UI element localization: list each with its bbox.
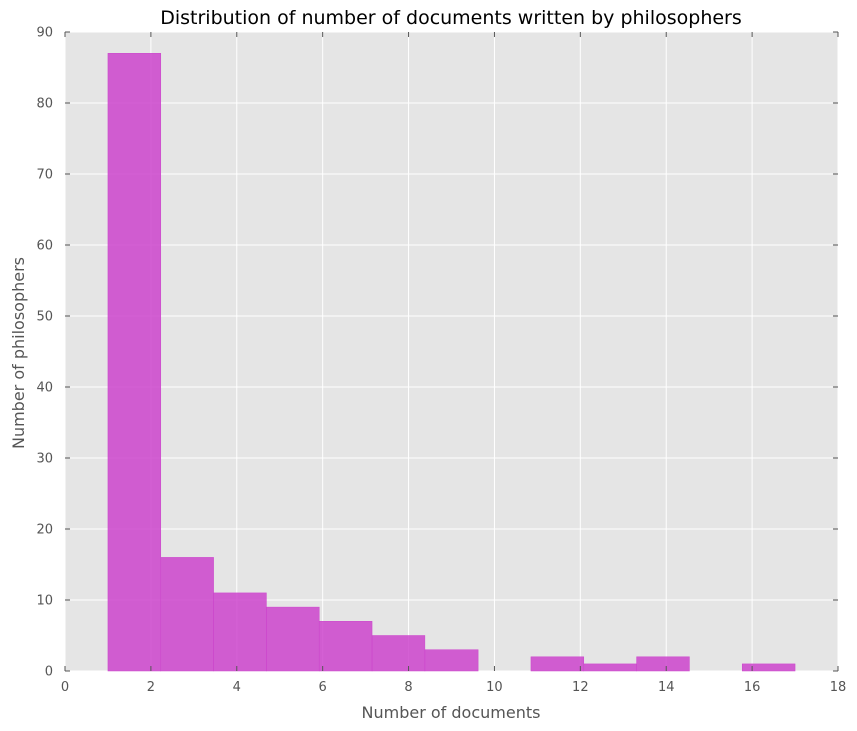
- axis-ticks: 0 2 4 6 8 10 12 14 16 18 0 10 20 30 40 50 60 70 80 90: [36, 26, 846, 696]
- histogram-bar: [213, 592, 267, 672]
- histogram-bar: [636, 656, 690, 672]
- y-tick-label: 50: [36, 310, 53, 325]
- x-tick-label: 2: [147, 680, 155, 695]
- x-tick-label: 10: [486, 680, 503, 695]
- y-tick-label: 90: [36, 26, 53, 41]
- y-tick-label: 70: [36, 168, 53, 183]
- histogram-bar: [583, 663, 637, 672]
- y-axis-label: Number of philosophers: [9, 257, 28, 449]
- x-tick-label: 0: [61, 680, 69, 695]
- histogram-bar: [107, 53, 162, 672]
- y-tick-label: 0: [45, 665, 53, 680]
- x-tick-label: 4: [233, 680, 241, 695]
- histogram-bar: [266, 606, 320, 672]
- y-tick-label: 10: [36, 594, 53, 609]
- x-axis-label: Number of documents: [362, 703, 541, 722]
- x-tick-label: 6: [319, 680, 327, 695]
- x-tick-label: 16: [744, 680, 761, 695]
- y-tick-label: 40: [36, 381, 53, 396]
- histogram-bar: [318, 621, 373, 672]
- histogram-bar: [741, 663, 796, 672]
- y-tick-label: 30: [36, 452, 53, 467]
- histogram-bar: [371, 635, 426, 672]
- y-tick-label: 80: [36, 97, 53, 112]
- x-tick-label: 8: [404, 680, 412, 695]
- y-tick-label: 20: [36, 523, 53, 538]
- bars: [107, 53, 796, 672]
- histogram-bar: [160, 557, 214, 672]
- chart-title: Distribution of number of documents writ…: [160, 7, 742, 29]
- x-tick-label: 14: [658, 680, 675, 695]
- x-tick-label: 12: [572, 680, 589, 695]
- y-tick-label: 60: [36, 239, 53, 254]
- x-tick-label: 18: [830, 680, 847, 695]
- histogram-bar: [424, 649, 479, 672]
- histogram-bar: [530, 656, 585, 672]
